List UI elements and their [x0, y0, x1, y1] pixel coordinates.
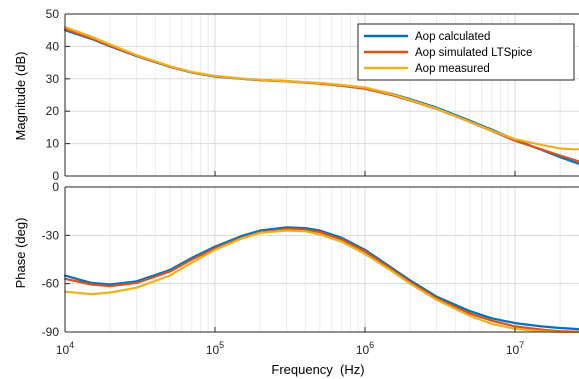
magnitude-axis-label: Magnitude (dB): [13, 52, 28, 141]
x-tick-label: 104: [56, 340, 74, 357]
plot-area: [65, 187, 579, 332]
legend: Aop calculated Aop simulated LTSpice Aop m…: [357, 23, 575, 81]
y-tick-label: 20: [46, 104, 60, 118]
phase-axis-label: Phase (deg): [13, 218, 28, 289]
y-tick-label: 0: [52, 180, 59, 194]
y-tick-label: -60: [42, 277, 60, 291]
frequency-axis-label: Frequency (Hz): [271, 362, 364, 377]
y-tick-label: 10: [46, 137, 60, 151]
y-tick-label: -30: [42, 228, 60, 242]
legend-entry-1: Aop simulated LTSpice: [415, 47, 532, 59]
x-tick-label: 107: [506, 340, 524, 357]
series-line-0: [63, 226, 579, 331]
y-tick-label: 0: [52, 169, 59, 183]
legend-entry-2: Aop measured: [415, 63, 490, 75]
series-line-1: [63, 227, 579, 333]
y-tick-label: 40: [46, 39, 60, 53]
y-tick-label: 50: [46, 7, 60, 21]
legend-entry-0: Aop calculated: [415, 31, 490, 43]
series-line-2: [63, 229, 579, 334]
series-line-2: [63, 25, 579, 151]
y-tick-label: -90: [42, 325, 60, 339]
y-tick-label: 30: [46, 72, 60, 86]
phase-panel: -90 -60 -30 0 104 105 106 107: [42, 180, 579, 357]
x-tick-label: 106: [356, 340, 374, 357]
x-tick-label: 105: [206, 340, 224, 357]
